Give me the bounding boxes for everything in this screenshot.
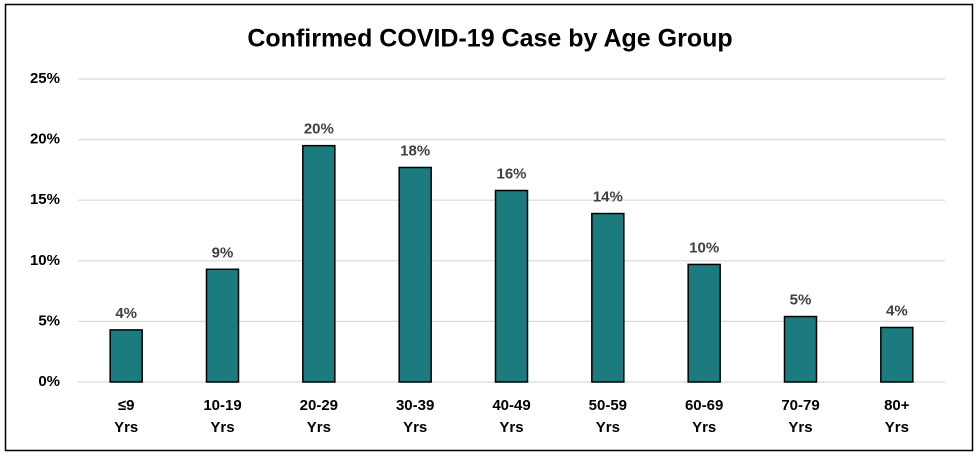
bar [302,144,336,383]
data-label: 5% [790,292,812,309]
bar [591,212,625,383]
x-tick-label: 10-19 Yrs [203,397,241,436]
bar [783,315,818,383]
y-tick-label: 0% [38,373,60,390]
bar [687,263,721,383]
y-tick-label: 20% [30,131,60,148]
bar [109,329,143,383]
data-label: 4% [115,305,137,322]
x-tick-label: 40-49 Yrs [492,397,530,436]
data-label: 20% [304,121,334,138]
y-tick-label: 15% [30,191,60,208]
x-tick-label: 30-39 Yrs [396,397,434,436]
data-label: 16% [496,165,526,182]
bar [205,268,240,383]
y-tick-label: 10% [30,252,60,269]
data-label: 4% [886,302,908,319]
x-tick-label: 50-59 Yrs [589,397,627,436]
data-label: 10% [689,239,719,256]
y-tick-label: 25% [30,70,60,87]
chart-title: Confirmed COVID-19 Case by Age Group [247,25,732,53]
data-label: 18% [400,142,430,159]
x-tick-label: 60-69 Yrs [685,397,723,436]
data-label: 9% [212,244,234,261]
y-tick-label: 5% [38,312,60,329]
bar [880,326,914,383]
x-tick-label: ≤9 Yrs [114,397,138,436]
bar [494,189,529,383]
bar [398,166,432,383]
x-tick-label: 80+ Yrs [884,397,910,436]
chart-border [4,3,974,452]
data-label: 14% [593,189,623,206]
x-tick-label: 70-79 Yrs [781,397,819,436]
x-tick-label: 20-29 Yrs [300,397,338,436]
